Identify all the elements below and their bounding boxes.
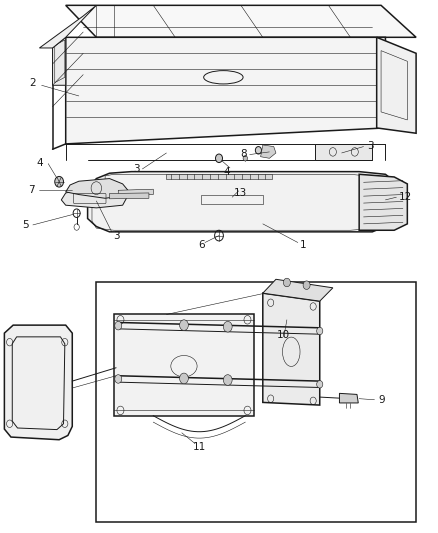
Polygon shape [263,293,320,405]
Circle shape [255,147,261,154]
Polygon shape [315,144,372,160]
Polygon shape [39,5,96,48]
Text: 10: 10 [277,330,290,340]
Text: 2: 2 [29,78,36,87]
Polygon shape [359,174,407,230]
Circle shape [55,176,64,187]
Text: 12: 12 [399,192,412,202]
Polygon shape [66,179,131,198]
Text: 11: 11 [193,442,206,451]
Circle shape [180,320,188,330]
Text: 8: 8 [240,149,247,158]
Circle shape [317,381,323,388]
Text: 1: 1 [300,240,307,250]
Polygon shape [61,189,127,208]
Circle shape [115,321,122,330]
Text: 9: 9 [378,395,385,405]
Circle shape [283,278,290,287]
Text: 13: 13 [233,188,247,198]
Polygon shape [88,172,394,232]
Text: 3: 3 [113,231,120,240]
Circle shape [243,156,247,161]
Polygon shape [118,189,153,196]
Polygon shape [66,37,385,144]
Polygon shape [166,174,272,179]
Circle shape [215,154,223,163]
Circle shape [303,281,310,289]
Polygon shape [377,37,416,133]
Polygon shape [114,314,254,416]
Text: 4: 4 [223,167,230,176]
Polygon shape [110,193,149,199]
Polygon shape [66,5,416,37]
Circle shape [223,321,232,332]
Text: 5: 5 [22,221,29,230]
Text: 4: 4 [36,158,43,167]
Text: 6: 6 [198,240,205,250]
Polygon shape [263,279,333,301]
Polygon shape [339,393,358,403]
Polygon shape [261,145,276,158]
Polygon shape [53,37,66,85]
Circle shape [115,375,122,383]
Text: 3: 3 [133,164,140,174]
Circle shape [317,327,323,335]
Polygon shape [4,325,72,440]
Circle shape [223,375,232,385]
Text: 7: 7 [28,185,35,195]
Bar [96,282,416,522]
Text: 3: 3 [367,141,374,150]
Circle shape [180,373,188,384]
